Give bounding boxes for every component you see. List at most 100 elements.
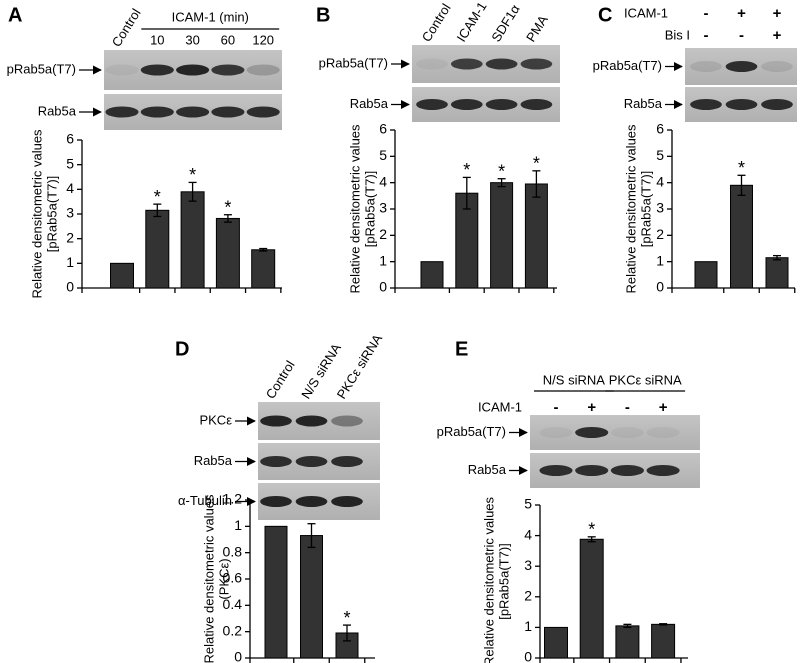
y-tick-label: 1.2 [223, 491, 243, 507]
blot-band [246, 64, 280, 76]
blot-band [646, 427, 680, 438]
bar [544, 626, 568, 659]
blot-band [646, 465, 680, 476]
significance-star: * [154, 187, 161, 207]
blot-band [105, 106, 139, 118]
blot-band [416, 58, 448, 70]
blot-band [331, 415, 363, 427]
blot-band [725, 99, 758, 110]
significance-star: * [463, 160, 470, 180]
blot-band [610, 465, 644, 476]
lane-label: PMA [523, 12, 551, 44]
y-tick-label: 6 [66, 131, 74, 147]
panel-letter: D [175, 338, 189, 360]
blot-band [450, 58, 483, 70]
significance-star: * [738, 158, 745, 178]
blot-band [211, 106, 245, 118]
y-axis-label: (PKCε) [216, 558, 231, 599]
blot-band [725, 61, 758, 72]
bar [651, 623, 676, 659]
condition-label: ICAM-1 [478, 399, 522, 414]
blot-band [211, 64, 245, 76]
blot-band [539, 427, 573, 438]
y-tick-label: 5 [656, 147, 664, 163]
lane-label: Control [109, 6, 144, 50]
significance-star: * [498, 161, 505, 181]
y-tick-label: 1 [524, 618, 532, 634]
blot-band [761, 61, 793, 72]
y-tick-label: 0 [656, 279, 664, 295]
blot-band [416, 99, 448, 110]
y-tick-label: 0.4 [223, 596, 243, 612]
condition-sign: - [704, 27, 709, 44]
blot-band [176, 64, 210, 76]
significance-star: * [533, 154, 540, 174]
y-tick-label: 1 [379, 252, 387, 268]
y-tick-label: 0 [234, 649, 242, 663]
y-tick-label: 6 [379, 121, 387, 137]
bar [524, 183, 548, 289]
bar [490, 182, 514, 289]
blot-band [610, 427, 644, 438]
y-axis-label: Relative densitometric values [347, 124, 362, 294]
blot-band [176, 106, 210, 118]
blot-band [295, 496, 328, 507]
blot-band [331, 456, 363, 467]
y-tick-label: 4 [66, 180, 74, 196]
panel-letter: C [598, 4, 612, 26]
blot-label: Rab5a [624, 96, 663, 111]
lane-group-label: N/S siRNA [543, 372, 605, 387]
condition-sign: + [773, 5, 782, 22]
blot-band [485, 99, 518, 110]
panel-letter: A [8, 4, 22, 26]
y-tick-label: 3 [656, 200, 664, 216]
condition-sign: - [739, 27, 744, 44]
y-axis-label: Relative densitometric values [201, 494, 216, 663]
lane-label: Control [263, 358, 298, 402]
blot-label: pRab5a(T7) [7, 61, 76, 76]
y-tick-label: 4 [379, 173, 387, 189]
y-tick-label: 3 [379, 200, 387, 216]
bar [765, 257, 789, 289]
significance-star: * [224, 197, 231, 217]
y-tick-label: 2 [379, 226, 387, 242]
y-tick-label: 0.6 [223, 570, 243, 586]
y-tick-label: 6 [656, 121, 664, 137]
blot-band [690, 61, 722, 72]
blot-band [246, 106, 280, 118]
condition-sign: - [704, 5, 709, 22]
condition-sign: + [659, 399, 668, 416]
blot-band [761, 99, 793, 110]
blot-band [575, 465, 609, 476]
y-tick-label: 3 [524, 557, 532, 573]
condition-sign: + [587, 399, 596, 416]
panel-letter: E [455, 338, 468, 360]
panel-letter: B [316, 4, 330, 26]
bar [579, 538, 604, 659]
blot-band [295, 456, 328, 467]
bar [264, 525, 288, 659]
blot-label: α-Tubulin [178, 493, 232, 508]
blot-band [539, 465, 573, 476]
blot [530, 415, 700, 450]
condition-sign: - [625, 399, 630, 416]
lane-label: 10 [150, 32, 164, 47]
y-axis-label: [pRab5a(T7)] [44, 176, 59, 253]
y-tick-label: 0 [379, 279, 387, 295]
y-tick-label: 1 [234, 517, 242, 533]
lane-label: 60 [221, 32, 235, 47]
blot-band [140, 64, 174, 76]
blot-band [105, 64, 139, 76]
bar [215, 217, 240, 289]
lane-group-label: ICAM-1 (min) [172, 9, 249, 24]
bar [251, 249, 276, 289]
y-axis-label: Relative densitometric values [481, 496, 496, 663]
bar [110, 262, 134, 289]
y-tick-label: 5 [524, 496, 532, 512]
y-axis-label: Relative densitometric values [29, 129, 44, 299]
y-axis-label: Relative densitometric values [623, 124, 638, 294]
lane-label: Control [419, 1, 454, 45]
condition-label: Bis I [665, 27, 690, 42]
